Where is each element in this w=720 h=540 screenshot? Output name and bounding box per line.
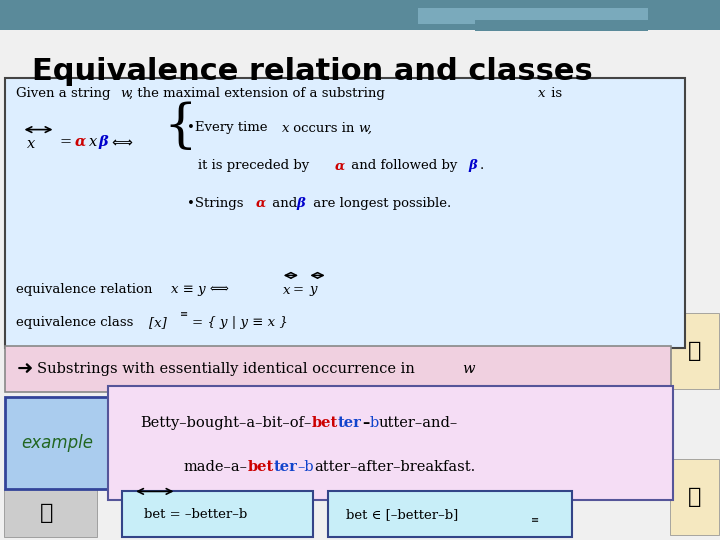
- Text: –b: –b: [298, 460, 315, 474]
- Text: ⟺: ⟺: [112, 135, 132, 150]
- Text: equivalence relation: equivalence relation: [16, 284, 152, 296]
- Text: –: –: [362, 416, 369, 430]
- Text: α: α: [75, 135, 86, 149]
- Text: [x]: [x]: [149, 316, 167, 329]
- Text: bet: bet: [248, 460, 274, 474]
- FancyBboxPatch shape: [4, 489, 97, 537]
- Text: made–a–: made–a–: [184, 460, 248, 474]
- FancyBboxPatch shape: [670, 459, 719, 535]
- Text: •Strings: •Strings: [187, 197, 248, 210]
- Text: ≡: ≡: [180, 310, 188, 320]
- Text: •Every time: •Every time: [187, 122, 272, 134]
- Text: α: α: [256, 197, 266, 210]
- Text: utter–and–: utter–and–: [379, 416, 458, 430]
- Text: x ≡ y ⟺: x ≡ y ⟺: [171, 284, 228, 296]
- Text: bet ∈ [–better–b]: bet ∈ [–better–b]: [346, 508, 458, 521]
- FancyBboxPatch shape: [418, 8, 648, 24]
- Text: 🏍: 🏍: [40, 503, 53, 523]
- Text: occurs in: occurs in: [289, 122, 359, 134]
- Text: example: example: [22, 434, 94, 452]
- Text: Given a string: Given a string: [16, 87, 114, 100]
- Text: =: =: [59, 135, 71, 149]
- FancyBboxPatch shape: [122, 491, 313, 537]
- Text: w: w: [462, 362, 474, 375]
- Text: Equivalence relation and classes: Equivalence relation and classes: [32, 57, 593, 86]
- FancyBboxPatch shape: [5, 346, 671, 392]
- Text: and: and: [268, 197, 302, 210]
- FancyBboxPatch shape: [0, 0, 720, 30]
- Text: α: α: [335, 159, 345, 172]
- Text: Betty–bought–a–bit–of–: Betty–bought–a–bit–of–: [140, 416, 312, 430]
- Text: w,: w,: [358, 122, 372, 134]
- Text: are longest possible.: are longest possible.: [309, 197, 451, 210]
- Text: 🧈: 🧈: [688, 341, 701, 361]
- Text: x: x: [89, 135, 97, 149]
- Text: {: {: [163, 102, 197, 152]
- Text: atter–after–breakfast.: atter–after–breakfast.: [315, 460, 476, 474]
- Text: ➜: ➜: [17, 359, 34, 378]
- Text: it is preceded by: it is preceded by: [198, 159, 313, 172]
- Text: bet: bet: [312, 416, 338, 430]
- Text: ter: ter: [274, 460, 298, 474]
- Text: y: y: [310, 284, 317, 296]
- FancyBboxPatch shape: [328, 491, 572, 537]
- FancyBboxPatch shape: [108, 386, 673, 500]
- Text: bet = –better–b: bet = –better–b: [144, 508, 247, 521]
- Text: is: is: [547, 87, 562, 100]
- Text: .: .: [480, 159, 484, 172]
- Text: x: x: [283, 284, 290, 296]
- FancyBboxPatch shape: [670, 313, 719, 389]
- Text: x: x: [282, 122, 289, 134]
- Text: x: x: [538, 87, 545, 100]
- Text: ≡: ≡: [531, 516, 539, 525]
- Text: x: x: [27, 137, 35, 151]
- Text: =: =: [292, 284, 303, 296]
- Text: equivalence class: equivalence class: [16, 316, 133, 329]
- Text: ter: ter: [338, 416, 362, 430]
- Text: w: w: [120, 87, 132, 100]
- Text: β: β: [297, 197, 305, 210]
- FancyBboxPatch shape: [475, 20, 648, 31]
- FancyBboxPatch shape: [5, 78, 685, 348]
- Text: Substrings with essentially identical occurrence in: Substrings with essentially identical oc…: [37, 362, 420, 375]
- FancyBboxPatch shape: [5, 397, 109, 489]
- Text: and followed by: and followed by: [347, 159, 462, 172]
- Text: β: β: [99, 135, 109, 149]
- Text: b: b: [369, 416, 379, 430]
- Text: 🐟: 🐟: [688, 487, 701, 507]
- Text: = { y | y ≡ x }: = { y | y ≡ x }: [192, 316, 288, 329]
- Text: , the maximal extension of a substring: , the maximal extension of a substring: [129, 87, 389, 100]
- Text: β: β: [468, 159, 477, 172]
